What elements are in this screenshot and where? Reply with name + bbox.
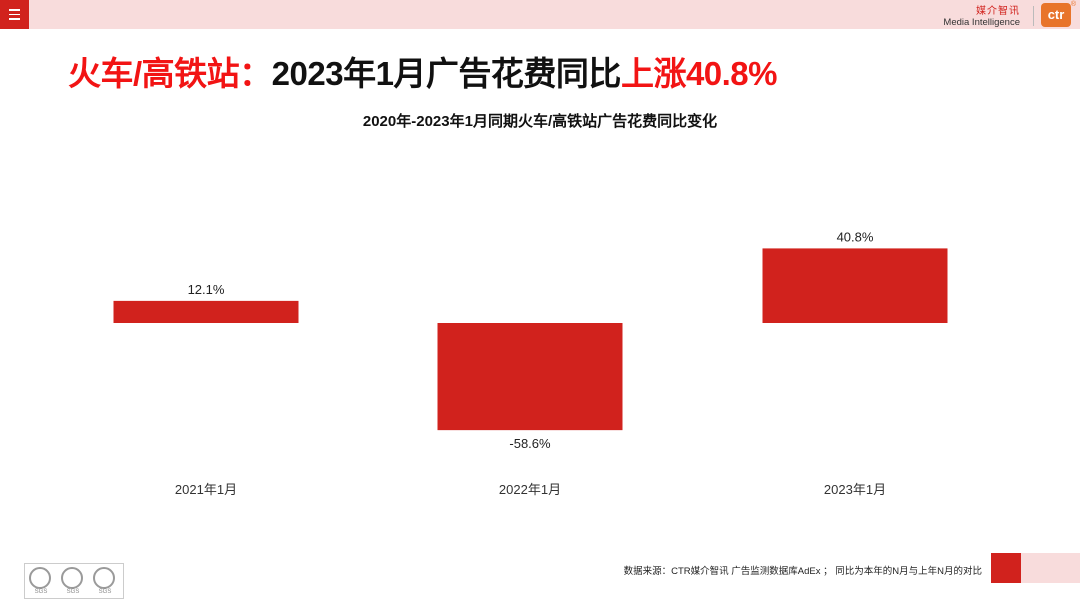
footer-red-block [991,553,1021,583]
bar-3 [762,248,948,323]
sgs-label: SGS [98,589,112,595]
brand-en: Media Intelligence [943,17,1020,28]
data-label-2: -58.6% [509,436,551,451]
title-part-3: 上涨40.8% [620,55,778,92]
menu-icon[interactable] [0,0,29,29]
category-label-2: 2022年1月 [499,482,561,497]
title-part-2: 2023年1月广告花费同比 [271,55,622,92]
bar-1 [113,300,299,323]
sgs-badge-icon: SGS [89,564,121,598]
data-label-1: 12.1% [188,282,225,297]
top-bar [0,0,1080,29]
brand-divider [1033,6,1034,26]
title-part-1: 火车/高铁站： [68,55,272,92]
data-label-3: 40.8% [837,229,874,244]
category-label-1: 2021年1月 [175,482,237,497]
sgs-label: SGS [34,589,48,595]
data-source-note: 数据来源：CTR媒介智讯 广告监测数据库AdEx ； 同比为本年的N月与上年N月… [623,566,982,577]
registered-mark: ® [1070,1,1076,8]
sgs-badge-icon: SGS [57,564,89,598]
brand: 媒介智讯 Media Intelligence [943,6,1020,28]
ctr-logo: ctr [1041,3,1071,27]
footer-pink-block [1021,553,1080,583]
certification-badges: SGS SGS SGS [24,563,124,599]
bar-2 [437,323,623,431]
chart-title: 2020年-2023年1月同期火车/高铁站广告花费同比变化 [362,113,718,130]
sgs-label: SGS [66,589,80,595]
category-label-3: 2023年1月 [824,482,886,497]
sgs-badge-icon: SGS [25,564,57,598]
brand-cn: 媒介智讯 [976,6,1020,17]
page-title: 火车/高铁站：2023年1月广告花费同比上涨40.8% [68,47,778,95]
